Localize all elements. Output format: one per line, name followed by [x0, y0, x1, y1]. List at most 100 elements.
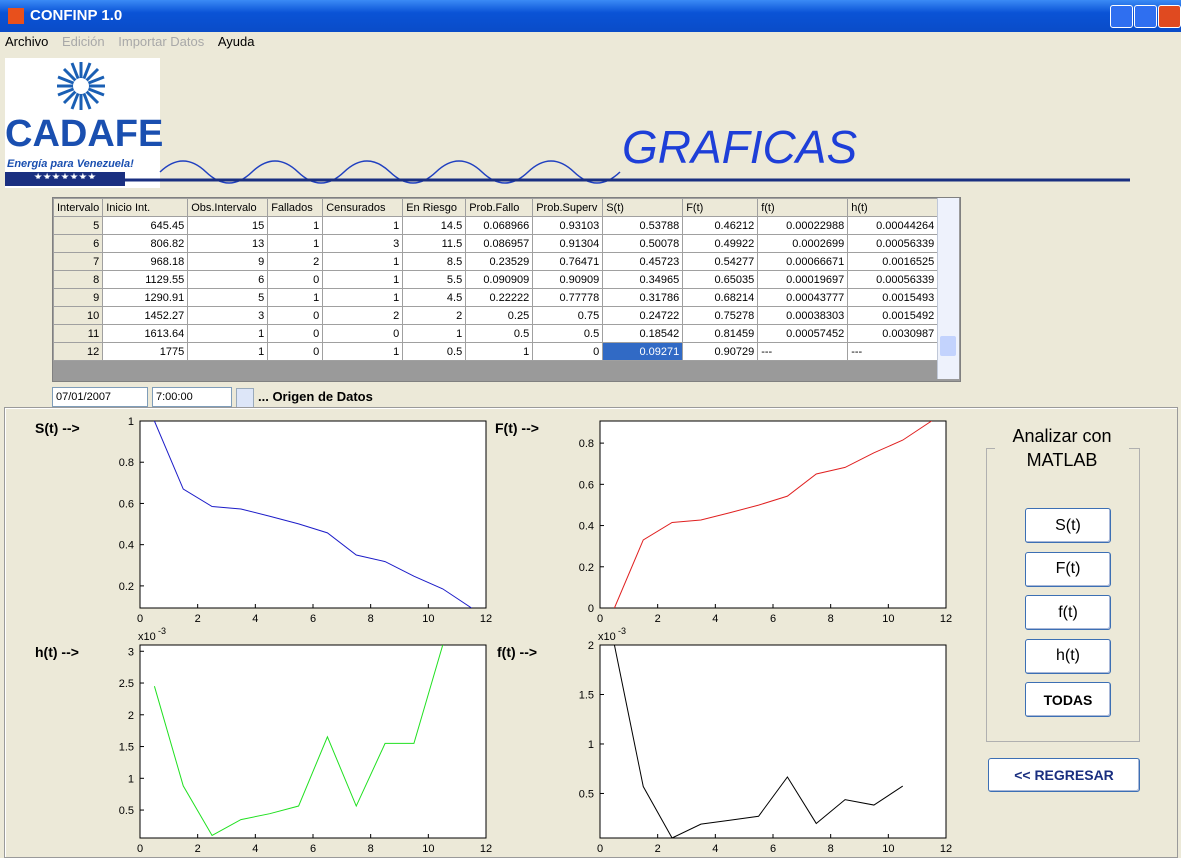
y-multiplier: x10 [138, 631, 156, 643]
table-cell: 0.5 [465, 324, 534, 343]
plot-area [599, 420, 947, 609]
x-tick-label: 10 [882, 843, 894, 855]
y-tick-label: 1 [128, 773, 134, 785]
column-header: f(t) [757, 198, 849, 217]
table-row: 11 1613.64 1 0 0 1 0.5 0.5 0.18542 0.81459 0.00057… [52, 324, 939, 343]
matlab-button[interactable]: h(t) [1025, 638, 1111, 674]
table-cell: 1 [187, 342, 269, 361]
table-cell: 806.82 [102, 234, 189, 253]
table-cell: 0.00057452 [757, 324, 849, 343]
y-multiplier: x10 [598, 631, 616, 643]
table-cell: 0.0015493 [847, 288, 939, 307]
matlab-button[interactable]: S(t) [1025, 508, 1111, 543]
table-row: 5 645.45 15 1 1 14.5 0.068966 0.93103 0.53788 0.4… [52, 216, 939, 235]
table-cell: 0 [322, 324, 404, 343]
table-cell: 3 [187, 306, 269, 325]
x-tick-label: 6 [310, 843, 316, 855]
table-cell: 0 [267, 306, 324, 325]
table-row: 12 1775 1 0 1 0.5 1 0 0.09271 0.90729 --- --- [52, 342, 939, 361]
table-cell: 2 [267, 252, 324, 271]
date-value: 07/01/2007 [56, 391, 112, 403]
table-cell: 0.54277 [682, 252, 759, 271]
header-decoration [5, 160, 1130, 184]
y-tick-label: 0.5 [119, 805, 134, 817]
column-header: h(t) [847, 198, 939, 217]
table-cell: 1613.64 [102, 324, 189, 343]
x-tick-label: 8 [828, 843, 834, 855]
logo-name: CADAFE [5, 113, 164, 155]
table-cell: 0.00066671 [757, 252, 849, 271]
data-table: Intervalo Inicio Int. Obs.Intervalo Fallado… [52, 198, 939, 361]
table-cell: 14.5 [402, 216, 467, 235]
table-cell: 2 [402, 306, 467, 325]
y-tick-label: 2 [128, 710, 134, 722]
table-cell: 11.5 [402, 234, 467, 253]
x-tick-label: 4 [252, 843, 258, 855]
table-cell: --- [847, 342, 939, 361]
x-tick-label: 2 [195, 613, 201, 625]
menu-bar: Archivo Edición Importar Datos Ayuda [0, 34, 260, 56]
table-cell: 12 [52, 342, 104, 361]
menu-item[interactable]: Archivo [5, 34, 49, 49]
plot-area [139, 420, 487, 609]
y-tick-label: 0.4 [119, 540, 134, 552]
column-header: En Riesgo [402, 198, 467, 217]
table-cell: 0.0015492 [847, 306, 939, 325]
y-tick-label: 0 [588, 603, 594, 615]
minimize-button[interactable] [1110, 5, 1133, 28]
matlab-title: Analizar con MATLAB [995, 424, 1129, 472]
data-line [613, 421, 932, 608]
menu-item: Importar Datos [118, 34, 205, 49]
x-tick-label: 4 [712, 843, 718, 855]
column-header: F(t) [682, 198, 759, 217]
scroll-thumb[interactable] [940, 336, 956, 356]
matlab-button[interactable]: TODAS [1025, 682, 1111, 717]
plot-label: h(t) --> [35, 644, 79, 660]
table-cell: 0.75 [532, 306, 604, 325]
matlab-button[interactable]: f(t) [1025, 595, 1111, 630]
x-tick-label: 0 [597, 613, 603, 625]
table-frame: Intervalo Inicio Int. Obs.Intervalo Fallado… [52, 197, 961, 382]
matlab-button[interactable]: F(t) [1025, 551, 1111, 587]
table-cell: 1 [267, 216, 324, 235]
maximize-button[interactable] [1134, 5, 1157, 28]
y-multiplier-exponent: -3 [618, 626, 626, 636]
x-tick-label: 8 [368, 843, 374, 855]
title-bar: CONFINP 1.0 [0, 0, 1181, 32]
table-cell: 0.68214 [682, 288, 759, 307]
table-cell: 1290.91 [102, 288, 189, 307]
table-cell: 10 [52, 306, 104, 325]
x-tick-label: 6 [310, 613, 316, 625]
y-multiplier-exponent: -3 [158, 626, 166, 636]
x-tick-label: 4 [712, 613, 718, 625]
column-header: Obs.Intervalo [187, 198, 269, 217]
x-tick-label: 8 [368, 613, 374, 625]
date-picker[interactable]: 07/01/2007 [52, 387, 148, 407]
x-tick-label: 6 [770, 843, 776, 855]
menu-item[interactable]: Ayuda [217, 34, 255, 49]
x-tick-label: 2 [195, 843, 201, 855]
x-tick-label: 10 [422, 613, 434, 625]
table-cell: 0 [267, 324, 324, 343]
y-tick-label: 1 [588, 739, 594, 751]
table-cell: 0 [532, 342, 604, 361]
plot-area [599, 644, 947, 839]
table-cell: 0.00044264 [847, 216, 939, 235]
table-cell: 3 [322, 234, 404, 253]
column-header: Censurados [322, 198, 404, 217]
y-tick-label: 0.4 [579, 521, 594, 533]
logo: CADAFE Energía para Venezuela! ★★★★★★★ [5, 58, 164, 188]
table-cell: 0.5 [402, 342, 467, 361]
table-cell: 6 [52, 234, 104, 253]
table-cell: 0.91304 [532, 234, 604, 253]
table-cell: 0.00056339 [847, 270, 939, 289]
table-cell: 1 [322, 216, 404, 235]
time-picker[interactable]: 7:00:00 [152, 387, 232, 407]
scrollbar[interactable] [937, 198, 959, 379]
back-button[interactable]: << REGRESAR [988, 758, 1140, 792]
y-tick-label: 1.5 [579, 689, 594, 701]
table-row: 7 968.18 9 2 1 8.5 0.23529 0.76471 0.45723 0.5427… [52, 252, 939, 271]
y-tick-label: 1.5 [119, 742, 134, 754]
x-tick-label: 0 [597, 843, 603, 855]
